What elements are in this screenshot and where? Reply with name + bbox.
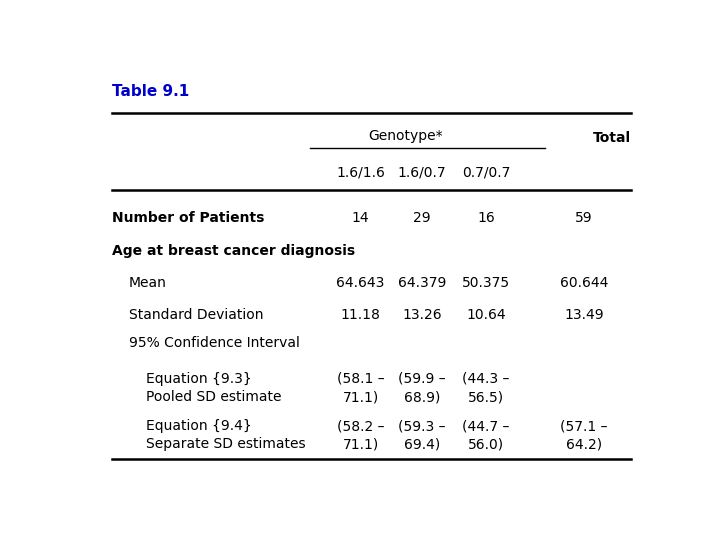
Text: Equation {9.4}
Separate SD estimates: Equation {9.4} Separate SD estimates [145, 419, 305, 451]
Text: Age at breast cancer diagnosis: Age at breast cancer diagnosis [112, 245, 356, 259]
Text: (44.3 –
56.5): (44.3 – 56.5) [462, 372, 510, 404]
Text: Mean: Mean [129, 276, 167, 290]
Text: (44.7 –
56.0): (44.7 – 56.0) [462, 419, 510, 451]
Text: 60.644: 60.644 [559, 276, 608, 290]
Text: 64.643: 64.643 [336, 276, 384, 290]
Text: (59.3 –
69.4): (59.3 – 69.4) [398, 419, 446, 451]
Text: (59.9 –
68.9): (59.9 – 68.9) [398, 372, 446, 404]
Text: Table 9.1: Table 9.1 [112, 84, 189, 98]
Text: 13.49: 13.49 [564, 308, 603, 322]
Text: 29: 29 [413, 211, 431, 225]
Text: 1.6/0.7: 1.6/0.7 [397, 165, 446, 179]
Text: (58.1 –
71.1): (58.1 – 71.1) [337, 372, 384, 404]
Text: 11.18: 11.18 [341, 308, 381, 322]
Text: Number of Patients: Number of Patients [112, 211, 265, 225]
Text: 1.6/1.6: 1.6/1.6 [336, 165, 385, 179]
Text: Genotype*: Genotype* [368, 129, 443, 143]
Text: Equation {9.3}
Pooled SD estimate: Equation {9.3} Pooled SD estimate [145, 372, 282, 404]
Text: 95% Confidence Interval: 95% Confidence Interval [129, 336, 300, 350]
Text: Total: Total [593, 131, 631, 145]
Text: 64.379: 64.379 [398, 276, 446, 290]
Text: Standard Deviation: Standard Deviation [129, 308, 264, 322]
Text: 14: 14 [352, 211, 369, 225]
Text: 59: 59 [575, 211, 593, 225]
Text: (58.2 –
71.1): (58.2 – 71.1) [337, 419, 384, 451]
Text: 50.375: 50.375 [462, 276, 510, 290]
Text: 10.64: 10.64 [467, 308, 506, 322]
Text: 16: 16 [477, 211, 495, 225]
Text: 0.7/0.7: 0.7/0.7 [462, 165, 510, 179]
Text: 13.26: 13.26 [402, 308, 442, 322]
Text: (57.1 –
64.2): (57.1 – 64.2) [560, 419, 608, 451]
